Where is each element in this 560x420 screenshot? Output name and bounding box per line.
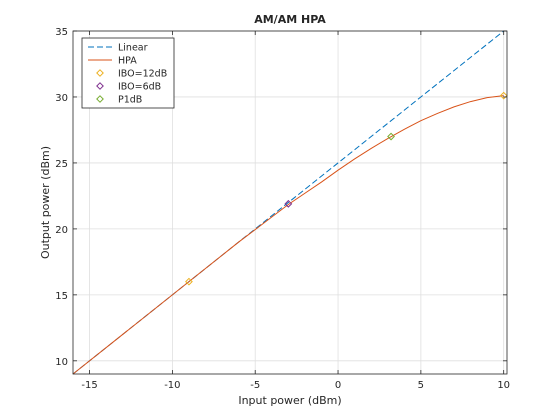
series-layer bbox=[72, 30, 504, 375]
marker-layer bbox=[185, 91, 508, 286]
axis-ticks: -15 -10 -5 0 5 10 10 15 20 25 30 35 bbox=[55, 27, 510, 391]
x-tick-label: 5 bbox=[418, 380, 424, 391]
marker-point bbox=[499, 91, 508, 100]
legend-swatch bbox=[96, 95, 104, 103]
x-tick-label: 10 bbox=[497, 380, 510, 391]
legend-swatch bbox=[96, 82, 104, 90]
plot-frame bbox=[72, 30, 508, 375]
y-tick-label: 15 bbox=[55, 291, 68, 302]
legend-label: HPA bbox=[118, 56, 137, 67]
y-tick-label: 30 bbox=[55, 93, 68, 104]
series-line-hpa bbox=[72, 95, 504, 375]
marker-point bbox=[284, 199, 293, 208]
x-tick-label: -10 bbox=[164, 380, 180, 391]
marker-point bbox=[185, 277, 193, 286]
y-tick-label: 25 bbox=[55, 159, 68, 170]
marker-point bbox=[387, 132, 395, 141]
legend: Linear HPA IBO=12dB IBO=6dB P1dB bbox=[81, 37, 175, 109]
chart-title: AM/AM HPA bbox=[254, 13, 326, 26]
y-tick-label: 10 bbox=[55, 357, 68, 368]
legend-label: IBO=12dB bbox=[118, 69, 167, 80]
y-tick-label: 20 bbox=[55, 225, 68, 236]
legend-label: P1dB bbox=[118, 95, 142, 106]
y-tick-label: 35 bbox=[55, 27, 68, 38]
x-tick-label: 0 bbox=[335, 380, 341, 391]
y-axis-label: Output power (dBm) bbox=[39, 146, 52, 259]
legend-swatch bbox=[96, 69, 104, 77]
x-axis-label: Input power (dBm) bbox=[238, 394, 341, 407]
legend-label: Linear bbox=[118, 43, 148, 54]
x-tick-label: -5 bbox=[250, 380, 260, 391]
x-tick-label: -15 bbox=[81, 380, 97, 391]
legend-label: IBO=6dB bbox=[118, 82, 161, 93]
